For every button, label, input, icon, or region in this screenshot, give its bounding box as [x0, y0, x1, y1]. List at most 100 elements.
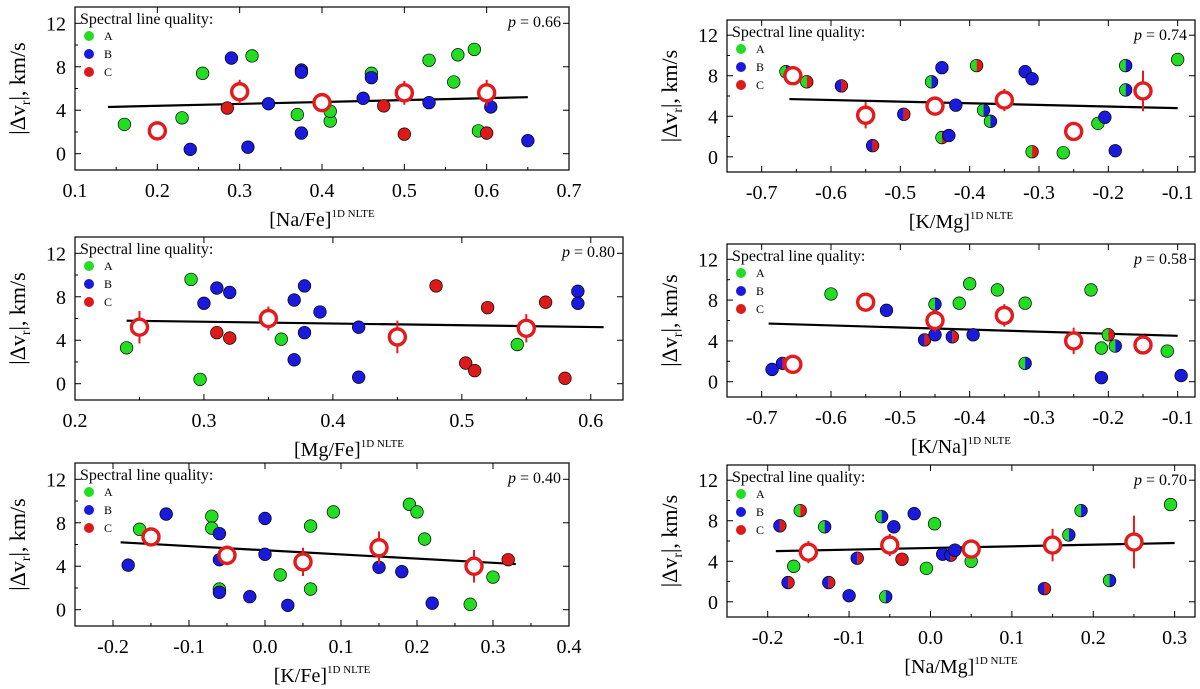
- legend-label-A: A: [104, 485, 113, 499]
- data-point: [159, 507, 173, 521]
- data-point: [887, 520, 901, 534]
- data-point: [952, 296, 966, 310]
- bin-mean-point: [994, 90, 1015, 110]
- data-point: [834, 79, 849, 93]
- legend-label-C: C: [756, 523, 764, 537]
- data-point: [297, 325, 312, 340]
- legend-marker-A: [736, 268, 746, 278]
- legend-title: Spectral line quality:: [732, 24, 865, 41]
- data-point: [467, 42, 481, 57]
- data-point: [1108, 339, 1122, 353]
- bin-mean-point: [783, 354, 803, 375]
- plot-frame: [74, 236, 624, 401]
- data-point: [781, 575, 795, 590]
- data-point: [287, 293, 301, 307]
- data-point: [842, 589, 856, 603]
- panel-na-mg: -0.2 -0.1 0.0 0.1 0.2 0.3 0 4 8 12 |Δvr|, km/s [Na/…: [657, 464, 1196, 678]
- x-tick-label: -0.6: [815, 182, 847, 204]
- x-axis-label: [K/Mg]1D NLTE: [909, 210, 1014, 233]
- y-tick-label: 8: [708, 66, 718, 88]
- bin-mean-point: [1042, 535, 1063, 555]
- data-point: [281, 598, 295, 613]
- y-tick-label: 8: [708, 511, 718, 533]
- data-point: [1163, 497, 1178, 512]
- legend-marker-A: [84, 487, 94, 497]
- data-point: [224, 51, 239, 65]
- x-tick-label: 0.1: [63, 180, 88, 202]
- legend-title: Spectral line quality:: [732, 469, 865, 486]
- data-point: [793, 503, 807, 518]
- data-point: [824, 287, 838, 301]
- y-axis-label: |Δvr|, km/s: [5, 498, 34, 590]
- data-point: [117, 117, 132, 132]
- data-point: [197, 296, 211, 310]
- legend-label-B: B: [104, 503, 112, 517]
- legend-label-C: C: [756, 78, 764, 92]
- data-point: [919, 561, 934, 576]
- data-point: [1074, 503, 1088, 518]
- data-point: [294, 65, 309, 79]
- y-tick-label: 12: [46, 243, 66, 265]
- x-tick-label: -0.7: [746, 182, 778, 204]
- y-tick-label: 4: [56, 330, 66, 352]
- data-point: [990, 283, 1005, 297]
- data-point: [273, 568, 287, 582]
- x-tick-label: 0.1: [999, 627, 1024, 649]
- x-tick-label: -0.1: [833, 627, 865, 649]
- data-point: [287, 353, 301, 367]
- panel-k-na: -0.7 -0.6 -0.5 -0.4 -0.3 -0.2 -0.1 0 4 8 12 |Δvr|, …: [657, 243, 1196, 458]
- x-tick-label: -0.1: [173, 636, 205, 658]
- x-axis-label: [Mg/Fe]1D NLTE: [294, 438, 404, 461]
- y-tick-label: 8: [56, 513, 66, 535]
- bin-mean-point: [516, 318, 536, 338]
- data-point: [241, 140, 255, 154]
- data-point: [223, 285, 237, 300]
- x-tick-label: 0.6: [578, 410, 603, 432]
- data-point: [1101, 328, 1115, 342]
- data-point: [1174, 368, 1188, 383]
- data-point: [422, 53, 436, 67]
- plot-frame: [726, 243, 1196, 398]
- legend-marker-C: [736, 525, 746, 535]
- data-point: [417, 532, 432, 546]
- x-tick-label: -0.5: [884, 182, 916, 204]
- bin-mean-point: [925, 310, 945, 331]
- data-point: [223, 331, 237, 345]
- data-point: [245, 49, 259, 63]
- bin-mean-point: [855, 105, 876, 125]
- x-tick-label: 0.4: [557, 636, 582, 658]
- legend-marker-B: [736, 507, 746, 517]
- legend-marker-C: [84, 67, 94, 77]
- bin-mean-point: [783, 66, 803, 86]
- legend-marker-A: [84, 261, 94, 271]
- x-tick-label: 0.0: [918, 627, 943, 649]
- y-tick-label: 12: [698, 249, 718, 271]
- bin-mean-point: [961, 539, 981, 559]
- x-tick-label: -0.3: [1023, 407, 1055, 429]
- y-tick-label: 4: [708, 551, 718, 573]
- data-point: [274, 332, 288, 346]
- legend-title: Spectral line quality:: [80, 11, 213, 28]
- x-tick-label: 0.3: [1162, 627, 1187, 649]
- data-point: [928, 297, 942, 311]
- data-point: [1025, 72, 1039, 86]
- data-point: [261, 97, 276, 111]
- panel-mg-fe: 0.2 0.3 0.4 0.5 0.6 0 4 8 12 |Δvr|, km/s [Mg/Fe]1D…: [5, 236, 624, 461]
- legend-marker-B: [736, 62, 746, 72]
- data-point: [773, 519, 787, 533]
- legend-label-B: B: [756, 284, 764, 298]
- y-tick-label: 0: [708, 372, 718, 394]
- data-point: [1160, 344, 1174, 358]
- legend-marker-C: [736, 304, 746, 314]
- data-point: [850, 551, 864, 565]
- data-point: [425, 596, 439, 610]
- legend-marker-B: [84, 505, 94, 515]
- data-point: [183, 142, 197, 157]
- y-tick-label: 12: [46, 469, 66, 491]
- legend-marker-A: [736, 44, 746, 54]
- data-point: [976, 103, 991, 117]
- data-point: [243, 590, 257, 604]
- data-point: [1102, 573, 1117, 588]
- data-point: [510, 337, 524, 352]
